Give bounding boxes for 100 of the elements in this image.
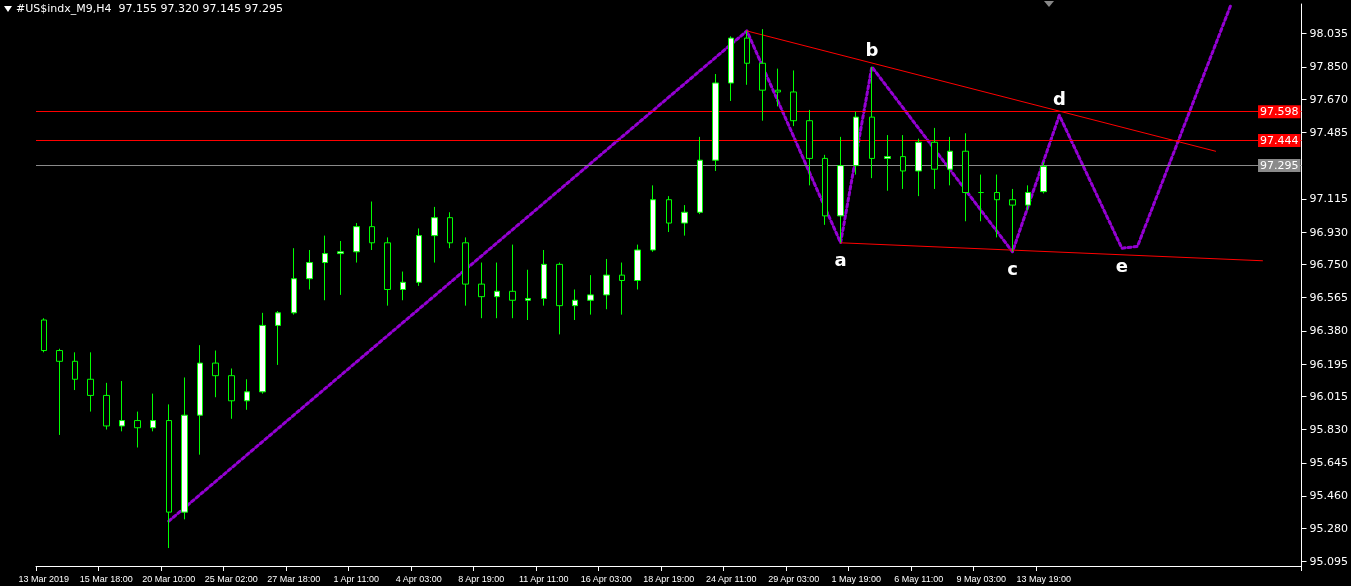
candlestick [291, 247, 297, 316]
candlestick [119, 380, 125, 432]
candlestick [759, 28, 766, 122]
x-tick-label: 18 Apr 19:00 [643, 573, 695, 584]
candlestick [212, 350, 219, 398]
candlestick [978, 174, 984, 222]
candlestick [384, 236, 391, 307]
candlestick [884, 134, 891, 192]
x-tick-label: 9 May 03:00 [956, 573, 1006, 584]
ref-line-label: 97.444 [1260, 133, 1299, 147]
candlestick [228, 367, 235, 420]
data-label: d [1052, 87, 1066, 109]
y-tick-label: 95.645 [1309, 456, 1349, 470]
data-label: b [865, 39, 879, 61]
y-tick-label: 97.670 [1309, 92, 1349, 106]
candlestick [275, 310, 281, 366]
y-tick-label: 96.930 [1309, 225, 1349, 239]
ref-line-label: 97.598 [1260, 105, 1299, 119]
candlestick [509, 244, 516, 319]
candlestick [775, 68, 781, 107]
candlestick [416, 227, 422, 287]
candlestick [259, 312, 266, 395]
candlestick [697, 136, 703, 215]
y-tick-label: 95.095 [1309, 555, 1349, 569]
x-tick-label: 27 Mar 18:00 [267, 573, 321, 584]
candlestick [197, 344, 203, 456]
candlestick [181, 376, 188, 520]
candlestick [915, 138, 922, 197]
y-tick-label: 96.015 [1309, 389, 1349, 403]
ref-line-label: 97.295 [1260, 159, 1299, 173]
candlestick [56, 348, 63, 436]
candlestick [587, 274, 594, 316]
candlestick [337, 240, 344, 296]
x-tick-label: 6 May 11:00 [894, 573, 944, 584]
y-tick-label: 97.850 [1309, 60, 1349, 74]
y-tick-label: 97.115 [1309, 192, 1349, 206]
x-tick-label: 16 Apr 03:00 [580, 573, 632, 584]
candlestick [447, 211, 453, 249]
y-tick-label: 97.485 [1309, 125, 1349, 139]
candlestick [853, 111, 859, 176]
x-tick-label: 13 May 19:00 [1016, 573, 1071, 584]
candlestick [712, 73, 719, 172]
candlestick [994, 174, 1000, 238]
candlestick [400, 271, 406, 301]
candlestick [806, 109, 813, 186]
candlestick [947, 136, 953, 186]
candlestick [837, 136, 844, 244]
candlestick [541, 249, 547, 307]
y-tick-label: 98.035 [1309, 27, 1349, 41]
y-tick-label: 96.195 [1309, 357, 1349, 371]
candlestick [869, 66, 875, 179]
candlestick [744, 30, 750, 86]
x-tick-label: 29 Apr 03:00 [768, 573, 820, 584]
x-tick-label: 1 Apr 11:00 [333, 573, 379, 584]
candlestick [41, 317, 47, 353]
data-label: a [834, 249, 847, 271]
x-tick-label: 13 Mar 2019 [18, 573, 70, 584]
candlestick [462, 236, 469, 307]
candlestick [72, 351, 78, 391]
candlestick [150, 393, 156, 432]
candlestick [134, 411, 141, 448]
y-tick-label: 96.380 [1309, 324, 1349, 338]
candlestick [728, 35, 734, 102]
x-tick-label: 1 May 19:00 [831, 573, 881, 584]
candlestick [572, 288, 578, 321]
candlestick [650, 184, 656, 253]
candlestick [478, 262, 485, 319]
candlestick [166, 403, 172, 549]
candlestick [244, 378, 250, 411]
candlestick [962, 132, 969, 222]
candlestick [1009, 188, 1016, 253]
candlestick [494, 262, 500, 319]
y-tick-label: 95.830 [1309, 423, 1349, 437]
y-tick-label: 95.280 [1309, 521, 1349, 535]
candlestick [900, 134, 906, 190]
candlestick [322, 235, 328, 301]
x-tick-label: 15 Mar 18:00 [79, 573, 133, 584]
candlestick [822, 154, 828, 226]
data-label: c [1007, 258, 1018, 280]
x-tick-label: 4 Apr 03:00 [395, 573, 442, 584]
candlestick [790, 69, 797, 127]
candlestick [681, 204, 688, 237]
candlestick [666, 195, 672, 233]
candlestick [931, 127, 938, 190]
candlestick [1025, 184, 1031, 211]
candlestick [603, 258, 610, 310]
y-tick-label: 96.750 [1309, 257, 1349, 271]
candlestick [634, 244, 641, 290]
candlestick [619, 262, 625, 316]
data-label: e [1115, 254, 1128, 276]
y-tick-label: 96.565 [1309, 291, 1349, 305]
y-tick-label: 95.460 [1309, 489, 1349, 503]
x-tick-label: 11 Apr 11:00 [518, 573, 569, 584]
x-tick-label: 24 Apr 11:00 [706, 573, 757, 584]
candlestick [87, 351, 94, 413]
chart-title: #US$indx_M9,H4 97.155 97.320 97.145 97.295 [16, 2, 283, 15]
candlestick [556, 262, 563, 335]
x-tick-label: 20 Mar 10:00 [142, 573, 196, 584]
candlestick [1040, 161, 1047, 194]
candlestick [306, 249, 313, 290]
